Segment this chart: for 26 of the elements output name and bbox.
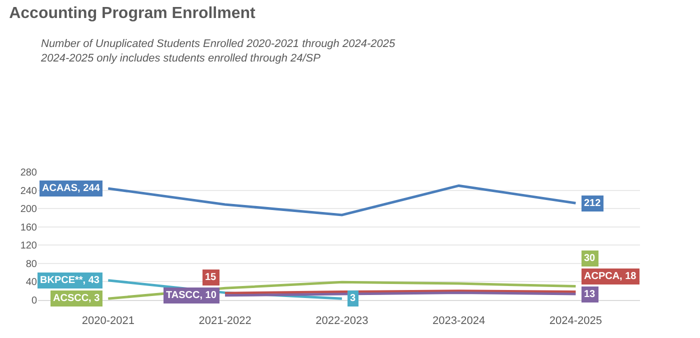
x-tick-label: 2020-2021 [82,315,134,328]
chart-title: Accounting Program Enrollment [9,4,256,22]
y-tick-label: 80 [26,258,38,270]
line-series [106,280,577,300]
data-label: BKPCE**, 43 [40,275,100,286]
y-tick-label: 120 [20,240,38,252]
x-tick-label: 2022-2023 [316,315,368,328]
x-tick-label: 2021-2022 [198,315,252,328]
line-series [106,184,577,216]
data-label: TASCC, 10 [166,290,217,301]
data-label: 212 [584,198,602,209]
y-tick-label: 160 [20,222,38,234]
chart-subtitle: Number of Unuplicated Students Enrolled 2020-2021 through 2024-2025 2024-2025 only includes students enrolled through 24/SP [40,38,396,64]
data-label: 15 [205,272,217,283]
x-tick-label: 2023-2024 [432,315,486,328]
data-label: ACPCA, 18 [584,271,637,282]
data-label: ACAAS, 244 [42,183,100,194]
y-tick-label: 280 [20,168,38,178]
y-tick-label: 200 [20,204,38,216]
data-label: ACSCC, 3 [53,293,100,304]
data-label: 30 [584,253,596,264]
data-label: 13 [584,289,596,300]
y-tick-label: 40 [26,277,38,288]
y-tick-label: 240 [20,186,38,197]
x-tick-label: 2024-2025 [549,315,602,328]
y-tick-label: 0 [31,296,38,306]
